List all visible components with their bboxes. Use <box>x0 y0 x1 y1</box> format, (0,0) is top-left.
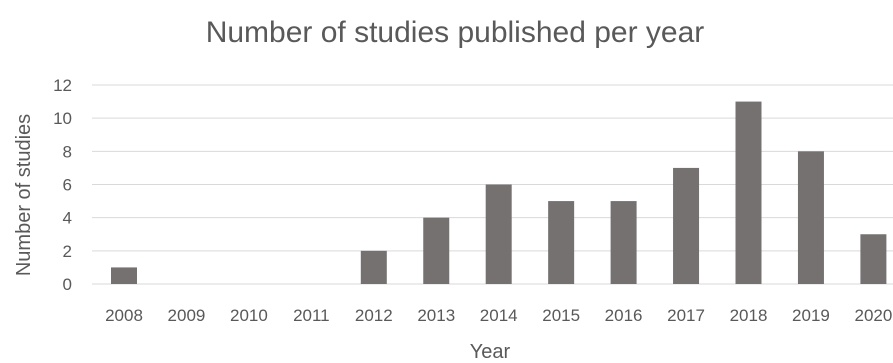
bar-2014 <box>485 184 512 284</box>
bars <box>111 101 887 284</box>
bar-2015 <box>548 201 575 284</box>
x-tick-label: 2014 <box>480 306 518 325</box>
bar-2008 <box>111 267 137 284</box>
bar-2013 <box>423 217 450 284</box>
y-tick-label: 10 <box>53 109 72 128</box>
x-tick-label: 2019 <box>792 306 830 325</box>
bar-2016 <box>610 201 637 284</box>
bar-2012 <box>360 250 387 284</box>
bar-2018 <box>735 101 762 284</box>
x-tick-label: 2015 <box>542 306 580 325</box>
y-tick-labels: 0 2 4 6 8 10 12 <box>53 76 72 294</box>
chart-title: Number of studies published per year <box>206 16 705 49</box>
y-tick-label: 8 <box>63 142 72 161</box>
x-tick-label: 2010 <box>230 306 268 325</box>
y-tick-label: 12 <box>53 76 72 95</box>
x-tick-label: 2008 <box>105 306 143 325</box>
x-tick-label: 2020 <box>854 306 892 325</box>
x-tick-label: 2017 <box>667 306 705 325</box>
bar-2017 <box>673 167 700 284</box>
y-axis-label: Number of studies <box>13 114 35 276</box>
x-tick-label: 2016 <box>605 306 643 325</box>
x-tick-label: 2013 <box>417 306 455 325</box>
x-tick-labels: 2008 2009 2010 2011 2012 2013 2014 2015 2016 2017… <box>105 306 892 325</box>
x-tick-label: 2009 <box>168 306 206 325</box>
x-tick-label: 2018 <box>730 306 768 325</box>
y-tick-label: 4 <box>63 209 72 228</box>
y-tick-label: 6 <box>63 176 72 195</box>
bar-2020 <box>860 234 887 284</box>
x-tick-label: 2011 <box>293 306 330 325</box>
y-tick-label: 2 <box>63 242 72 261</box>
bar-2019 <box>797 151 824 284</box>
x-tick-label: 2012 <box>355 306 393 325</box>
y-tick-label: 0 <box>63 275 72 294</box>
x-axis-label: Year <box>470 341 511 363</box>
